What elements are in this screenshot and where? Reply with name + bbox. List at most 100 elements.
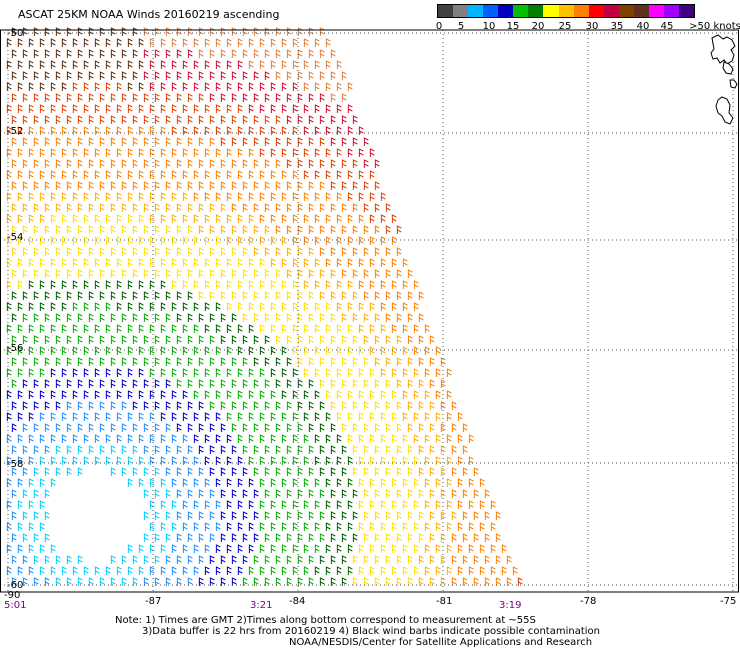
wind-barb — [198, 49, 204, 58]
wind-barb — [171, 412, 177, 421]
wind-barb — [33, 203, 39, 212]
wind-barb — [132, 159, 138, 168]
wind-barb — [182, 324, 188, 333]
wind-barb — [165, 555, 171, 564]
wind-barb — [193, 258, 199, 267]
wind-barb — [105, 302, 111, 311]
wind-barb — [94, 236, 100, 245]
wind-barb — [286, 93, 292, 102]
wind-barb — [105, 566, 111, 575]
wind-barb — [72, 126, 78, 135]
wind-barb — [231, 335, 237, 344]
wind-barb — [182, 346, 188, 355]
wind-barb — [143, 203, 149, 212]
wind-barb — [171, 170, 177, 179]
wind-barb — [336, 544, 342, 553]
wind-barb — [264, 423, 270, 432]
wind-barb — [336, 434, 342, 443]
wind-barb — [204, 390, 210, 399]
wind-barb — [209, 423, 215, 432]
wind-barb — [99, 577, 105, 586]
wind-barb — [396, 577, 402, 586]
wind-barb — [385, 445, 391, 454]
wind-barb — [55, 225, 61, 234]
wind-barb — [193, 390, 199, 399]
wind-barb — [242, 533, 248, 542]
wind-barb — [270, 126, 276, 135]
wind-barb — [77, 555, 83, 564]
wind-barb — [275, 291, 281, 300]
wind-barb — [154, 489, 160, 498]
wind-barb — [198, 137, 204, 146]
wind-barb — [28, 170, 34, 179]
wind-barb — [99, 379, 105, 388]
wind-barb — [369, 522, 375, 531]
wind-barb — [132, 423, 138, 432]
wind-barb — [226, 236, 232, 245]
wind-barb — [149, 38, 155, 47]
wind-barb — [402, 412, 408, 421]
wind-barb — [308, 335, 314, 344]
wind-barb — [154, 269, 160, 278]
wind-barb — [160, 104, 166, 113]
wind-barb — [253, 137, 259, 146]
wind-barb — [314, 258, 320, 267]
wind-barb — [374, 467, 380, 476]
wind-barb — [418, 467, 424, 476]
wind-barb — [209, 489, 215, 498]
wind-barb — [154, 247, 160, 256]
wind-barb — [341, 247, 347, 256]
wind-barb — [215, 82, 221, 91]
wind-barb — [105, 368, 111, 377]
wind-barb — [143, 577, 149, 586]
wind-barb — [358, 346, 364, 355]
wind-barb — [88, 357, 94, 366]
wind-barb — [308, 203, 314, 212]
wind-barb — [325, 346, 331, 355]
wind-barb — [314, 148, 320, 157]
wind-barb — [77, 225, 83, 234]
wind-barb — [358, 522, 364, 531]
wind-barb — [512, 566, 518, 575]
wind-barb — [484, 577, 490, 586]
wind-barb — [286, 159, 292, 168]
wind-barb — [99, 137, 105, 146]
wind-barb — [50, 236, 56, 245]
wind-barb — [264, 181, 270, 190]
wind-barb — [237, 60, 243, 69]
wind-barb — [94, 390, 100, 399]
wind-barb — [286, 533, 292, 542]
wind-barb — [66, 291, 72, 300]
wind-barb — [275, 357, 281, 366]
wind-barb — [363, 489, 369, 498]
wind-barb — [264, 49, 270, 58]
wind-barb — [165, 445, 171, 454]
wind-barb — [424, 346, 430, 355]
wind-barb — [94, 148, 100, 157]
wind-barb — [490, 500, 496, 509]
wind-barb — [220, 379, 226, 388]
wind-barb — [72, 302, 78, 311]
wind-barb — [330, 159, 336, 168]
wind-barb — [44, 357, 50, 366]
wind-barb — [402, 478, 408, 487]
wind-barb — [121, 357, 127, 366]
wind-barb — [22, 577, 28, 586]
wind-barb — [39, 500, 45, 509]
wind-barb — [143, 489, 149, 498]
wind-barb — [341, 71, 347, 80]
wind-barb — [292, 544, 298, 553]
wind-barb — [374, 225, 380, 234]
wind-barb — [325, 170, 331, 179]
wind-barb — [292, 60, 298, 69]
wind-barb — [308, 71, 314, 80]
wind-barb — [275, 269, 281, 278]
wind-barb — [143, 225, 149, 234]
wind-barb — [319, 555, 325, 564]
wind-barb — [336, 258, 342, 267]
wind-barb — [209, 313, 215, 322]
wind-barb — [110, 247, 116, 256]
wind-barb — [385, 555, 391, 564]
wind-barb — [116, 60, 122, 69]
